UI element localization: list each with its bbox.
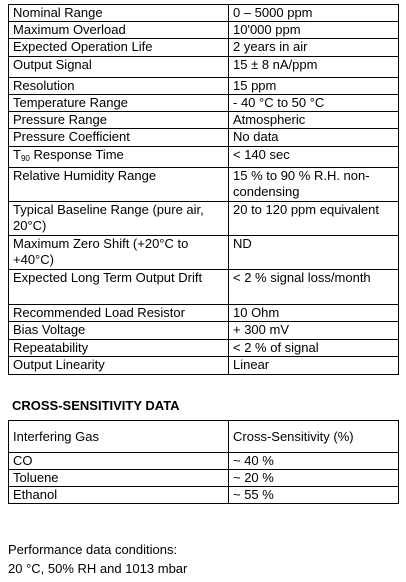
table-row: T90 Response Time < 140 sec [8,146,399,168]
table-row: Typical Baseline Range (pure air, 20°C) 2… [8,201,399,236]
value-cell: - 40 °C to 50 °C [228,94,399,112]
footer-text: 20 °C, 50% RH and 1013 mbar [8,561,188,576]
parameter-cell: Pressure Range [8,111,229,129]
table-row: Toluene ~ 20 % [8,469,399,487]
parameter-cell: Maximum Zero Shift (+20°C to +40°C) [8,235,229,270]
table-row: Repeatability < 2 % of signal [8,339,399,357]
table-cell: ~ 55 % [228,486,399,504]
value-cell: 15 ± 8 nA/ppm [228,56,399,78]
value-cell: < 2 % of signal [228,339,399,357]
value-cell: 10 Ohm [228,304,399,322]
value-cell: 2 years in air [228,38,399,57]
spec-table: Nominal Range 0 – 5000 ppm Maximum Overloa… [8,4,399,375]
value-cell: Atmospheric [228,111,399,129]
parameter-cell: Output Signal [8,56,229,78]
table-row: Pressure Coefficient No data [8,128,399,147]
table-cell: CO [8,452,229,470]
table-row: Recommended Load Resistor 10 Ohm [8,304,399,322]
parameter-text: T [13,147,21,162]
value-cell: + 300 mV [228,321,399,340]
parameter-cell: Bias Voltage [8,321,229,340]
table-row: Maximum Overload 10'000 ppm [8,21,399,39]
value-cell: < 140 sec [228,146,399,168]
header-cell: Interfering Gas [8,420,229,453]
parameter-text: Response Time [29,147,124,162]
table-row: Relative Humidity Range 15 % to 90 % R.H.… [8,167,399,202]
value-cell: 15 % to 90 % R.H. non-condensing [228,167,399,202]
table-row: Maximum Zero Shift (+20°C to +40°C) ND [8,235,399,270]
table-row: Ethanol ~ 55 % [8,486,399,504]
parameter-text: 90 [20,154,30,163]
table-row: Expected Operation Life 2 years in air [8,38,399,57]
table-row: Expected Long Term Output Drift < 2 % sig… [8,269,399,305]
table-row: Nominal Range 0 – 5000 ppm [8,4,399,22]
table-row: CO ~ 40 % [8,452,399,470]
footer-text: Performance data conditions: [8,542,178,557]
table-row: Temperature Range - 40 °C to 50 °C [8,94,399,112]
parameter-cell: Recommended Load Resistor [8,304,229,322]
table-cell: ~ 40 % [228,452,399,470]
value-cell: < 2 % signal loss/month [228,269,399,305]
table-cell: Ethanol [8,486,229,504]
table-cell: Toluene [8,469,229,487]
value-cell: 20 to 120 ppm equivalent [228,201,399,236]
value-cell: ND [228,235,399,270]
parameter-cell: Resolution [8,77,229,95]
value-cell: No data [228,128,399,147]
header-cell: Cross-Sensitivity (%) [228,420,399,453]
value-cell: 15 ppm [228,77,399,95]
parameter-cell: Repeatability [8,339,229,357]
parameter-cell: Relative Humidity Range [8,167,229,202]
value-cell: Linear [228,356,399,375]
parameter-cell: Maximum Overload [8,21,229,39]
table-row: Pressure Range Atmospheric [8,111,399,129]
table-row: Output Signal 15 ± 8 nA/ppm [8,56,399,78]
parameter-cell: Expected Operation Life [8,38,229,57]
table-row: Bias Voltage + 300 mV [8,321,399,340]
parameter-cell: Pressure Coefficient [8,128,229,147]
parameter-cell: Expected Long Term Output Drift [8,269,229,305]
table-row: Resolution 15 ppm [8,77,399,95]
cross-sensitivity-table: Interfering Gas Cross-Sensitivity (%) CO ~ … [8,420,399,504]
table-cell: ~ 20 % [228,469,399,487]
parameter-cell: Temperature Range [8,94,229,112]
parameter-cell: Typical Baseline Range (pure air, 20°C) [8,201,229,236]
section-heading: CROSS-SENSITIVITY DATA [12,398,180,413]
table-row: Output Linearity Linear [8,356,399,375]
value-cell: 10'000 ppm [228,21,399,39]
parameter-cell: Output Linearity [8,356,229,375]
value-cell: 0 – 5000 ppm [228,4,399,22]
parameter-cell: T90 Response Time [8,146,229,168]
header-row: Interfering Gas Cross-Sensitivity (%) [8,420,399,453]
parameter-cell: Nominal Range [8,4,229,22]
